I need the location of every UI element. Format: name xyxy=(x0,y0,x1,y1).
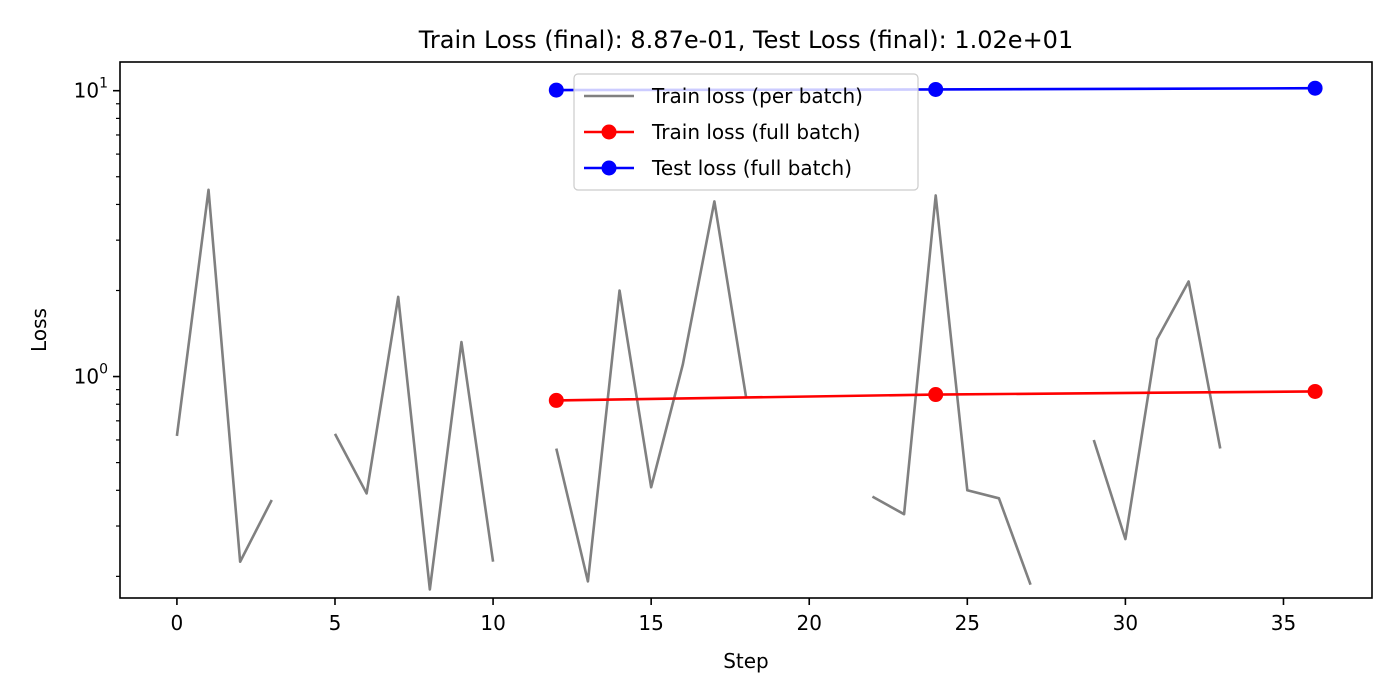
x-tick-label-2: 10 xyxy=(480,611,505,635)
series-0-line-0 xyxy=(175,188,273,564)
series-1-point-1 xyxy=(928,387,944,403)
x-tick-label-1: 5 xyxy=(329,611,342,635)
legend-label-2: Test loss (full batch) xyxy=(651,156,852,180)
series-2-point-0 xyxy=(548,82,564,98)
series-2-point-2 xyxy=(1307,80,1323,96)
x-tick-label-5: 25 xyxy=(955,611,980,635)
y-tick-label-1: 101 xyxy=(74,76,108,103)
x-tick-label-7: 35 xyxy=(1271,611,1296,635)
x-tick-label-0: 0 xyxy=(171,611,184,635)
x-tick-label-6: 30 xyxy=(1113,611,1138,635)
axes: 0 5 10 15 20 25 30 35 100 101 xyxy=(74,61,1373,635)
legend-box xyxy=(573,73,919,191)
y-tick-label-0: 100 xyxy=(74,362,108,389)
series-2-point-1 xyxy=(928,81,944,97)
x-tick-label-3: 15 xyxy=(638,611,663,635)
series-0-line-4 xyxy=(1092,280,1222,541)
legend-label-1: Train loss (full batch) xyxy=(651,120,861,144)
x-axis-title: Step xyxy=(723,649,769,673)
series-0 xyxy=(175,188,1222,591)
legend-marker-1 xyxy=(601,124,617,140)
chart-title: Train Loss (final): 8.87e-01, Test Loss … xyxy=(418,26,1073,54)
axes-frame xyxy=(119,61,1373,599)
x-tick-label-4: 20 xyxy=(797,611,822,635)
legend-entry-0: Train loss (per batch) xyxy=(584,84,863,108)
series-0-line-3 xyxy=(871,194,1032,586)
series-1-point-0 xyxy=(548,392,564,408)
legend-label-0: Train loss (per batch) xyxy=(651,84,863,108)
series-0-line-1 xyxy=(333,295,495,591)
legend: Train loss (per batch) Train loss (full b… xyxy=(573,73,919,191)
series-1-point-2 xyxy=(1307,383,1323,399)
y-axis-title: Loss xyxy=(27,308,51,352)
series-0-line-2 xyxy=(555,200,748,583)
series-1 xyxy=(548,383,1323,408)
legend-entry-1: Train loss (full batch) xyxy=(584,120,861,144)
legend-entry-2: Test loss (full batch) xyxy=(584,156,852,180)
legend-marker-2 xyxy=(601,160,617,176)
